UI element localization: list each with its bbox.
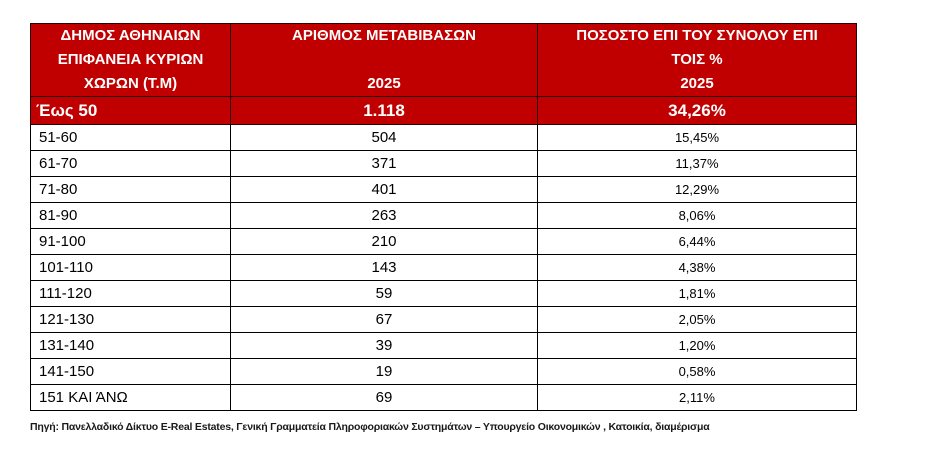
cell-count: 371 [230, 150, 538, 177]
header-line: 2025 [680, 75, 714, 92]
cell-percent: 1,20% [537, 332, 857, 359]
cell-range: 81-90 [30, 202, 231, 229]
table-row: 141-150 19 0,58% [30, 358, 857, 385]
header-line: ΕΠΙΦΑΝΕΙΑ ΚΥΡΙΩΝ [57, 51, 204, 68]
cell-count: 504 [230, 124, 538, 151]
cell-range: 131-140 [30, 332, 231, 359]
table-row-highlight: Έως 50 1.118 34,26% [30, 96, 857, 125]
table-row: 121-130 67 2,05% [30, 306, 857, 333]
cell-percent: 6,44% [537, 228, 857, 255]
header-line: ΤΟΙΣ % [671, 51, 723, 68]
cell-range: Έως 50 [30, 96, 231, 125]
cell-count: 263 [230, 202, 538, 229]
cell-range: 141-150 [30, 358, 231, 385]
cell-count: 210 [230, 228, 538, 255]
table-row: 81-90 263 8,06% [30, 202, 857, 229]
cell-range: 91-100 [30, 228, 231, 255]
table-row: 61-70 371 11,37% [30, 150, 857, 177]
cell-count: 67 [230, 306, 538, 333]
header-surface-range: ΔΗΜΟΣ ΑΘΗΝΑΙΩΝ ΕΠΙΦΑΝΕΙΑ ΚΥΡΙΩΝ ΧΩΡΩΝ (Τ… [30, 23, 231, 97]
cell-percent: 2,11% [537, 384, 857, 411]
cell-percent: 2,05% [537, 306, 857, 333]
cell-percent: 1,81% [537, 280, 857, 307]
cell-count: 19 [230, 358, 538, 385]
cell-count: 59 [230, 280, 538, 307]
header-line: ΔΗΜΟΣ ΑΘΗΝΑΙΩΝ [60, 27, 201, 44]
cell-range: 51-60 [30, 124, 231, 151]
cell-range: 71-80 [30, 176, 231, 203]
table-row: 151 ΚΑΙ ΆΝΩ 69 2,11% [30, 384, 857, 411]
transfers-table: ΔΗΜΟΣ ΑΘΗΝΑΙΩΝ ΕΠΙΦΑΝΕΙΑ ΚΥΡΙΩΝ ΧΩΡΩΝ (Τ… [30, 23, 857, 411]
cell-range: 121-130 [30, 306, 231, 333]
table-row: 111-120 59 1,81% [30, 280, 857, 307]
header-line: ΠΟΣΟΣΤΟ ΕΠΙ ΤΟΥ ΣΥΝΟΛΟΥ ΕΠΙ [576, 27, 818, 44]
cell-range: 151 ΚΑΙ ΆΝΩ [30, 384, 231, 411]
cell-percent: 34,26% [537, 96, 857, 125]
header-line [232, 48, 537, 72]
cell-count: 69 [230, 384, 538, 411]
table-row: 131-140 39 1,20% [30, 332, 857, 359]
cell-range: 111-120 [30, 280, 231, 307]
cell-percent: 0,58% [537, 358, 857, 385]
cell-percent: 12,29% [537, 176, 857, 203]
header-line: 2025 [367, 75, 401, 92]
header-row: ΔΗΜΟΣ ΑΘΗΝΑΙΩΝ ΕΠΙΦΑΝΕΙΑ ΚΥΡΙΩΝ ΧΩΡΩΝ (Τ… [30, 23, 857, 97]
cell-range: 101-110 [30, 254, 231, 281]
table-row: 101-110 143 4,38% [30, 254, 857, 281]
header-percent-of-total: ΠΟΣΟΣΤΟ ΕΠΙ ΤΟΥ ΣΥΝΟΛΟΥ ΕΠΙ ΤΟΙΣ % 2025 [537, 23, 857, 97]
cell-percent: 11,37% [537, 150, 857, 177]
cell-count: 401 [230, 176, 538, 203]
cell-range: 61-70 [30, 150, 231, 177]
header-transfer-count: ΑΡΙΘΜΟΣ ΜΕΤΑΒΙΒΑΣΩΝ 2025 [230, 23, 538, 97]
cell-percent: 8,06% [537, 202, 857, 229]
cell-count: 143 [230, 254, 538, 281]
cell-percent: 15,45% [537, 124, 857, 151]
cell-count: 1.118 [230, 96, 538, 125]
cell-percent: 4,38% [537, 254, 857, 281]
header-line: ΧΩΡΩΝ (Τ.Μ) [83, 75, 178, 92]
table-row: 51-60 504 15,45% [30, 124, 857, 151]
cell-count: 39 [230, 332, 538, 359]
table-row: 71-80 401 12,29% [30, 176, 857, 203]
table-row: 91-100 210 6,44% [30, 228, 857, 255]
source-note: Πηγή: Πανελλαδικό Δίκτυο E-Real Estates,… [30, 421, 710, 433]
header-line: ΑΡΙΘΜΟΣ ΜΕΤΑΒΙΒΑΣΩΝ [292, 27, 476, 44]
table-body: Έως 50 1.118 34,26% 51-60 504 15,45% 61-70 3… [30, 96, 857, 411]
